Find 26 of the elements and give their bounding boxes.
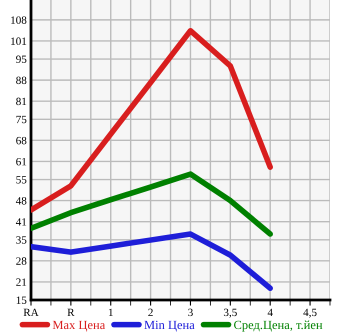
y-tick-label: 15 bbox=[16, 296, 26, 304]
y-tick-label: 75 bbox=[16, 116, 26, 124]
y-tick-label: 108 bbox=[11, 16, 26, 24]
y-tick-label: 21 bbox=[16, 278, 26, 286]
x-tick-label: RA bbox=[24, 308, 39, 316]
y-tick-label: 81 bbox=[16, 98, 26, 106]
x-tick-label: 4,5 bbox=[303, 308, 317, 318]
y-tick-label: 101 bbox=[11, 37, 26, 45]
y-tick-label: 88 bbox=[16, 76, 26, 84]
y-tick-label: 61 bbox=[16, 158, 26, 166]
legend-label: Max Цена bbox=[52, 320, 106, 332]
legend-label: Min Цена bbox=[144, 320, 195, 332]
y-tick-label: 41 bbox=[16, 218, 26, 226]
x-tick-label: 3 bbox=[188, 308, 193, 316]
y-tick-label: 68 bbox=[16, 136, 26, 144]
y-tick-label: 35 bbox=[16, 236, 26, 244]
x-tick-label: R bbox=[67, 308, 75, 316]
x-tick-label: 2 bbox=[148, 308, 153, 316]
x-tick-label: 1 bbox=[108, 308, 113, 316]
x-tick-label: 4 bbox=[268, 308, 273, 316]
y-tick-label: 55 bbox=[16, 176, 26, 184]
y-tick-label: 95 bbox=[16, 56, 26, 63]
legend-label: Сред.Цена, т.йен bbox=[234, 320, 322, 332]
x-tick-label: 3,5 bbox=[224, 308, 237, 318]
y-tick-label: 48 bbox=[16, 197, 26, 205]
y-tick-label: 28 bbox=[16, 257, 26, 265]
